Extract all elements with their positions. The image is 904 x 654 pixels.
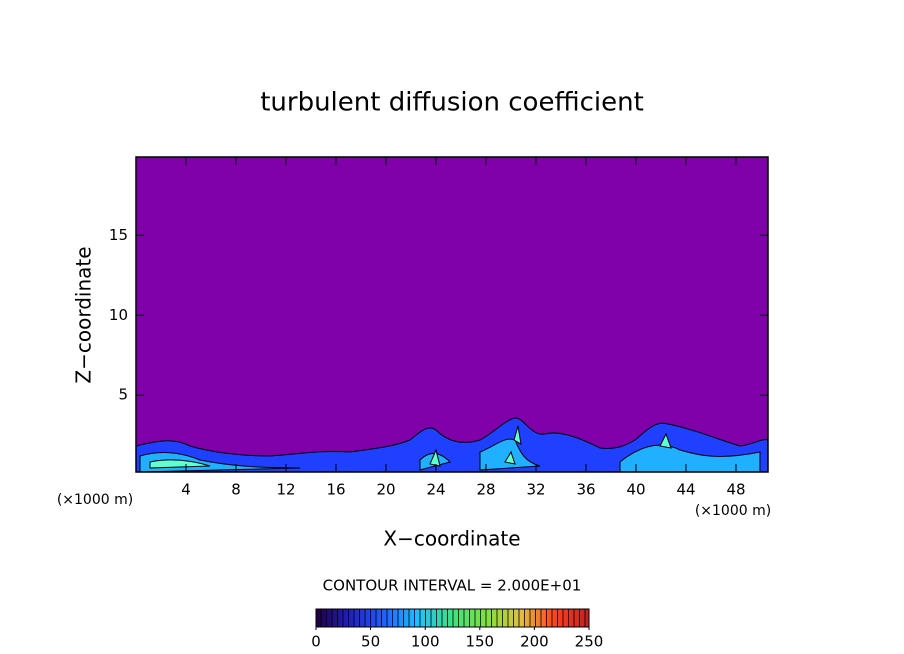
colorbar-tick-label: 250: [575, 633, 604, 651]
x-tick-label: 24: [426, 481, 445, 499]
colorbar-tick-label: 150: [465, 633, 494, 651]
x-tick-label: 48: [726, 481, 745, 499]
turbulence-peak: [149, 425, 672, 469]
x-tick-label: 28: [476, 481, 495, 499]
colorbar-tick-label: 50: [361, 633, 380, 651]
x-axis-label: X−coordinate: [383, 527, 520, 551]
x-tick-label: 32: [526, 481, 545, 499]
turbulence-region: [136, 417, 768, 472]
x-unit-label: (×1000 m): [695, 503, 771, 519]
y-tick-label: 15: [109, 226, 128, 244]
x-tick-label: 12: [276, 481, 295, 499]
x-unit-label: (×1000 m): [57, 492, 133, 508]
y-tick-label: 10: [109, 306, 128, 324]
plot-frame: [135, 156, 769, 473]
x-tick-label: 4: [181, 481, 191, 499]
x-tick-label: 20: [376, 481, 395, 499]
turbulence-core: [139, 438, 761, 472]
field-background: [136, 157, 768, 472]
colorbar-tick-label: 0: [311, 633, 321, 651]
x-tick-label: 8: [231, 481, 241, 499]
x-tick-label: 44: [676, 481, 695, 499]
colorbar: [315, 608, 590, 628]
chart-title: turbulent diffusion coefficient: [260, 88, 644, 118]
y-axis-label: Z−coordinate: [72, 246, 96, 383]
x-tick-label: 36: [576, 481, 595, 499]
colorbar-label: CONTOUR INTERVAL = 2.000E+01: [323, 577, 582, 595]
colorbar-tick-label: 200: [520, 633, 549, 651]
x-tick-label: 40: [626, 481, 645, 499]
colorbar-tick-label: 100: [411, 633, 440, 651]
x-tick-label: 16: [326, 481, 345, 499]
y-tick-label: 5: [118, 386, 128, 404]
turbulence-field: [136, 417, 768, 472]
